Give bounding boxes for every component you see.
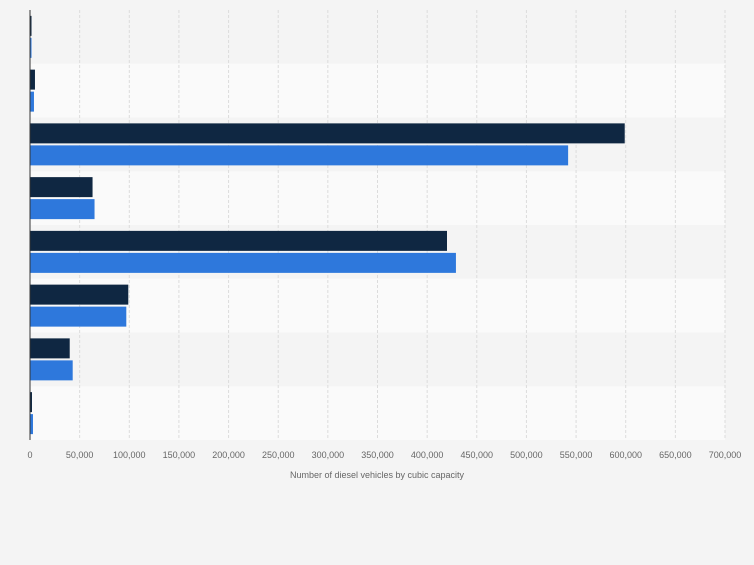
x-tick-label: 350,000 bbox=[361, 450, 394, 460]
bar[interactable] bbox=[30, 284, 129, 305]
x-tick-label: 150,000 bbox=[163, 450, 196, 460]
x-tick-label: 650,000 bbox=[659, 450, 692, 460]
bar[interactable] bbox=[30, 252, 456, 273]
bar[interactable] bbox=[30, 37, 32, 58]
x-tick-label: 450,000 bbox=[461, 450, 494, 460]
x-tick-label: 200,000 bbox=[212, 450, 245, 460]
x-tick-labels: 0 50,000 100,000 150,000 200,000 250,000 300,0… bbox=[27, 450, 741, 460]
bar[interactable] bbox=[30, 91, 34, 112]
x-tick-label: 300,000 bbox=[312, 450, 345, 460]
x-tick-label: 700,000 bbox=[709, 450, 742, 460]
x-tick-label: 500,000 bbox=[510, 450, 543, 460]
bars bbox=[30, 15, 625, 435]
bar[interactable] bbox=[30, 177, 93, 198]
bar[interactable] bbox=[30, 360, 73, 381]
bar[interactable] bbox=[30, 338, 70, 359]
bar[interactable] bbox=[30, 145, 569, 166]
bar[interactable] bbox=[30, 123, 625, 144]
bar[interactable] bbox=[30, 230, 447, 251]
bar[interactable] bbox=[30, 69, 35, 90]
x-tick-label: 550,000 bbox=[560, 450, 593, 460]
gridlines bbox=[79, 10, 726, 440]
x-tick-label: 250,000 bbox=[262, 450, 295, 460]
x-tick-label: 100,000 bbox=[113, 450, 146, 460]
x-tick-label: 600,000 bbox=[609, 450, 642, 460]
x-axis-label: Number of diesel vehicles by cubic capac… bbox=[290, 470, 465, 480]
bar[interactable] bbox=[30, 15, 32, 36]
x-tick-label: 400,000 bbox=[411, 450, 444, 460]
bar[interactable] bbox=[30, 392, 32, 413]
bar[interactable] bbox=[30, 306, 127, 327]
bar[interactable] bbox=[30, 199, 95, 220]
x-tick-label: 0 bbox=[27, 450, 32, 460]
x-tick-label: 50,000 bbox=[66, 450, 94, 460]
bar[interactable] bbox=[30, 414, 33, 435]
